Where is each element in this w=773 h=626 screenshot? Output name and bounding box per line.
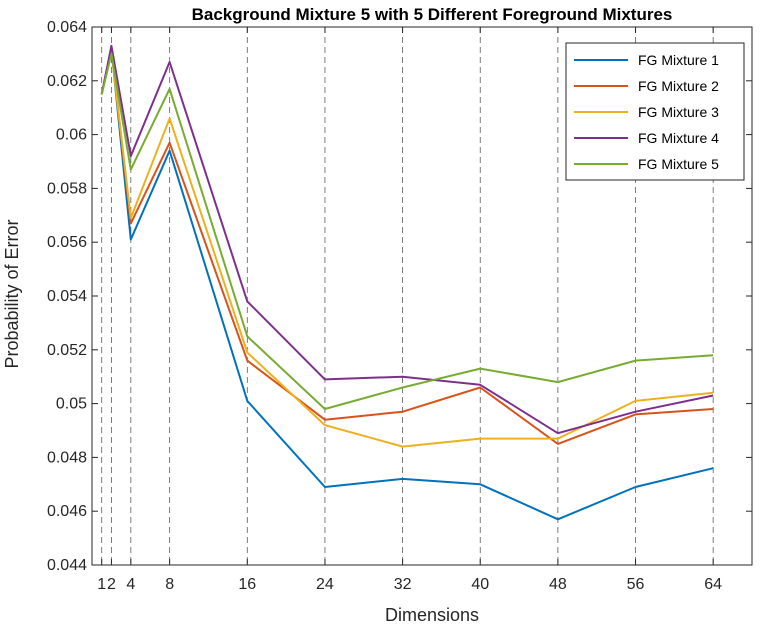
series-lines bbox=[100, 44, 714, 521]
legend-label: FG Mixture 2 bbox=[638, 78, 719, 94]
x-axis-label: Dimensions bbox=[385, 605, 479, 625]
chart-title: Background Mixture 5 with 5 Different Fo… bbox=[192, 5, 673, 24]
x-tick-label: 2 bbox=[107, 576, 116, 593]
y-tick-label: 0.05 bbox=[56, 396, 87, 413]
y-tick-label: 0.052 bbox=[47, 342, 87, 359]
y-tick-label: 0.062 bbox=[47, 73, 87, 90]
series-line-4 bbox=[100, 44, 714, 435]
x-tick-label: 40 bbox=[471, 576, 489, 593]
y-tick-label: 0.064 bbox=[47, 19, 87, 36]
x-tick-label: 1 bbox=[97, 576, 106, 593]
x-tick-label: 48 bbox=[549, 576, 567, 593]
y-tick-label: 0.058 bbox=[47, 180, 87, 197]
legend-label: FG Mixture 1 bbox=[638, 52, 719, 68]
x-axis-ticks: 1 2 4 8 16 24 32 40 48 56 64 bbox=[97, 27, 722, 593]
x-tick-label: 24 bbox=[316, 576, 334, 593]
x-tick-label: 4 bbox=[126, 576, 135, 593]
y-tick-label: 0.056 bbox=[47, 234, 87, 251]
x-tick-label: 64 bbox=[704, 576, 722, 593]
y-tick-label: 0.06 bbox=[56, 127, 87, 144]
series-line-1 bbox=[100, 47, 714, 521]
x-tick-label: 16 bbox=[238, 576, 256, 593]
y-tick-label: 0.046 bbox=[47, 503, 87, 520]
series-line-5 bbox=[100, 52, 714, 410]
legend: FG Mixture 1 FG Mixture 2 FG Mixture 3 FG M… bbox=[565, 42, 745, 181]
y-tick-label: 0.048 bbox=[47, 449, 87, 466]
y-tick-label: 0.044 bbox=[47, 557, 87, 574]
x-tick-label: 32 bbox=[394, 576, 412, 593]
legend-label: FG Mixture 4 bbox=[638, 130, 719, 146]
legend-label: FG Mixture 5 bbox=[638, 156, 719, 172]
y-tick-label: 0.054 bbox=[47, 288, 87, 305]
y-axis-label: Probability of Error bbox=[2, 219, 22, 368]
legend-label: FG Mixture 3 bbox=[638, 104, 719, 120]
x-tick-label: 8 bbox=[165, 576, 174, 593]
x-tick-label: 56 bbox=[627, 576, 645, 593]
y-axis-ticks: 0.044 0.046 0.048 0.05 0.052 0.054 0.056 0.058 0… bbox=[47, 19, 752, 574]
